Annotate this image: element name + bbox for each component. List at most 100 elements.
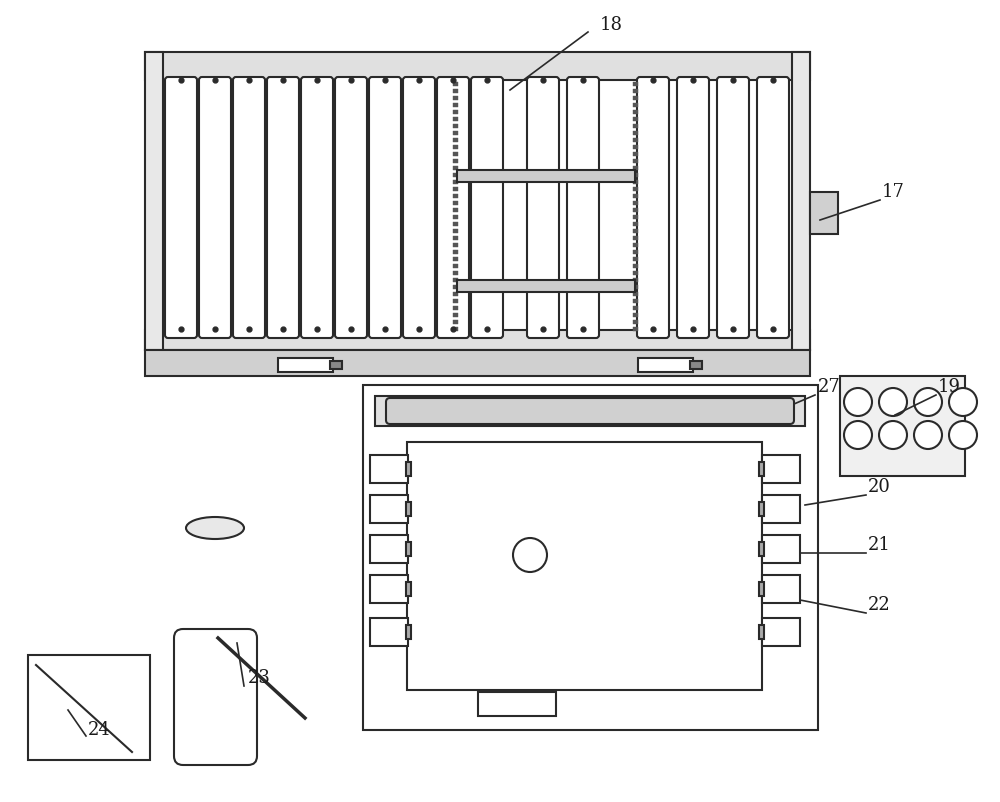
FancyBboxPatch shape — [403, 77, 435, 338]
Bar — [457, 170, 635, 182]
Bar — [406, 625, 411, 639]
Bar — [453, 131, 458, 135]
Bar — [759, 582, 764, 596]
FancyBboxPatch shape — [335, 77, 367, 338]
Bar — [453, 320, 458, 324]
Bar — [633, 166, 638, 170]
Bar — [28, 655, 150, 760]
Bar — [453, 110, 458, 114]
Bar — [370, 495, 408, 523]
Circle shape — [914, 388, 942, 416]
Bar — [453, 285, 458, 289]
Bar — [453, 173, 458, 177]
Bar — [810, 192, 838, 234]
Bar — [453, 257, 458, 261]
Bar — [633, 194, 638, 198]
Text: 18: 18 — [600, 16, 623, 34]
Text: 23: 23 — [248, 669, 271, 687]
Text: 22: 22 — [868, 596, 891, 614]
Bar — [633, 320, 638, 324]
Bar — [633, 173, 638, 177]
FancyBboxPatch shape — [637, 77, 669, 338]
Bar — [145, 52, 163, 350]
FancyBboxPatch shape — [369, 77, 401, 338]
Bar — [375, 396, 805, 426]
Circle shape — [914, 421, 942, 449]
FancyBboxPatch shape — [174, 629, 257, 765]
Bar — [370, 535, 408, 563]
Bar — [453, 229, 458, 233]
Bar — [453, 159, 458, 163]
Bar — [453, 89, 458, 93]
Bar — [145, 330, 810, 350]
Bar — [457, 280, 635, 292]
Bar — [759, 625, 764, 639]
Text: 21: 21 — [868, 536, 891, 554]
Bar — [633, 292, 638, 296]
Bar — [633, 229, 638, 233]
Circle shape — [949, 388, 977, 416]
Bar — [453, 166, 458, 170]
FancyBboxPatch shape — [567, 77, 599, 338]
Bar — [633, 159, 638, 163]
Bar — [633, 278, 638, 282]
Bar — [633, 117, 638, 121]
Bar — [759, 502, 764, 516]
Bar — [762, 618, 800, 646]
Bar — [633, 215, 638, 219]
Circle shape — [844, 421, 872, 449]
Bar — [690, 361, 702, 369]
Bar — [453, 187, 458, 191]
Circle shape — [949, 421, 977, 449]
Bar — [453, 236, 458, 240]
Bar — [370, 455, 408, 483]
Bar — [633, 208, 638, 212]
Bar — [633, 243, 638, 247]
Bar — [453, 201, 458, 205]
Bar — [633, 313, 638, 317]
FancyBboxPatch shape — [386, 398, 794, 424]
Bar — [453, 278, 458, 282]
Bar — [453, 82, 458, 86]
Circle shape — [879, 421, 907, 449]
FancyBboxPatch shape — [757, 77, 789, 338]
Bar — [453, 96, 458, 100]
Bar — [453, 215, 458, 219]
Bar — [370, 575, 408, 603]
Bar — [453, 250, 458, 254]
Bar — [633, 306, 638, 310]
FancyBboxPatch shape — [527, 77, 559, 338]
Bar — [633, 96, 638, 100]
Bar — [633, 285, 638, 289]
Bar — [633, 264, 638, 268]
Bar — [633, 201, 638, 205]
Circle shape — [879, 388, 907, 416]
Bar — [633, 138, 638, 142]
Bar — [453, 306, 458, 310]
Bar — [633, 103, 638, 107]
Circle shape — [513, 538, 547, 572]
Bar — [453, 117, 458, 121]
Bar — [762, 575, 800, 603]
Bar — [453, 180, 458, 184]
Bar — [638, 358, 693, 372]
FancyBboxPatch shape — [677, 77, 709, 338]
Bar — [633, 131, 638, 135]
Bar — [633, 327, 638, 331]
Bar — [633, 236, 638, 240]
Bar — [406, 542, 411, 556]
Bar — [453, 145, 458, 149]
Text: 20: 20 — [868, 478, 891, 496]
Bar — [762, 535, 800, 563]
Bar — [759, 542, 764, 556]
Bar — [840, 376, 965, 476]
Bar — [453, 264, 458, 268]
Bar — [370, 618, 408, 646]
Text: 27: 27 — [818, 378, 841, 396]
Bar — [453, 208, 458, 212]
FancyBboxPatch shape — [301, 77, 333, 338]
Bar — [453, 271, 458, 275]
Bar — [762, 495, 800, 523]
Bar — [453, 299, 458, 303]
FancyBboxPatch shape — [471, 77, 503, 338]
